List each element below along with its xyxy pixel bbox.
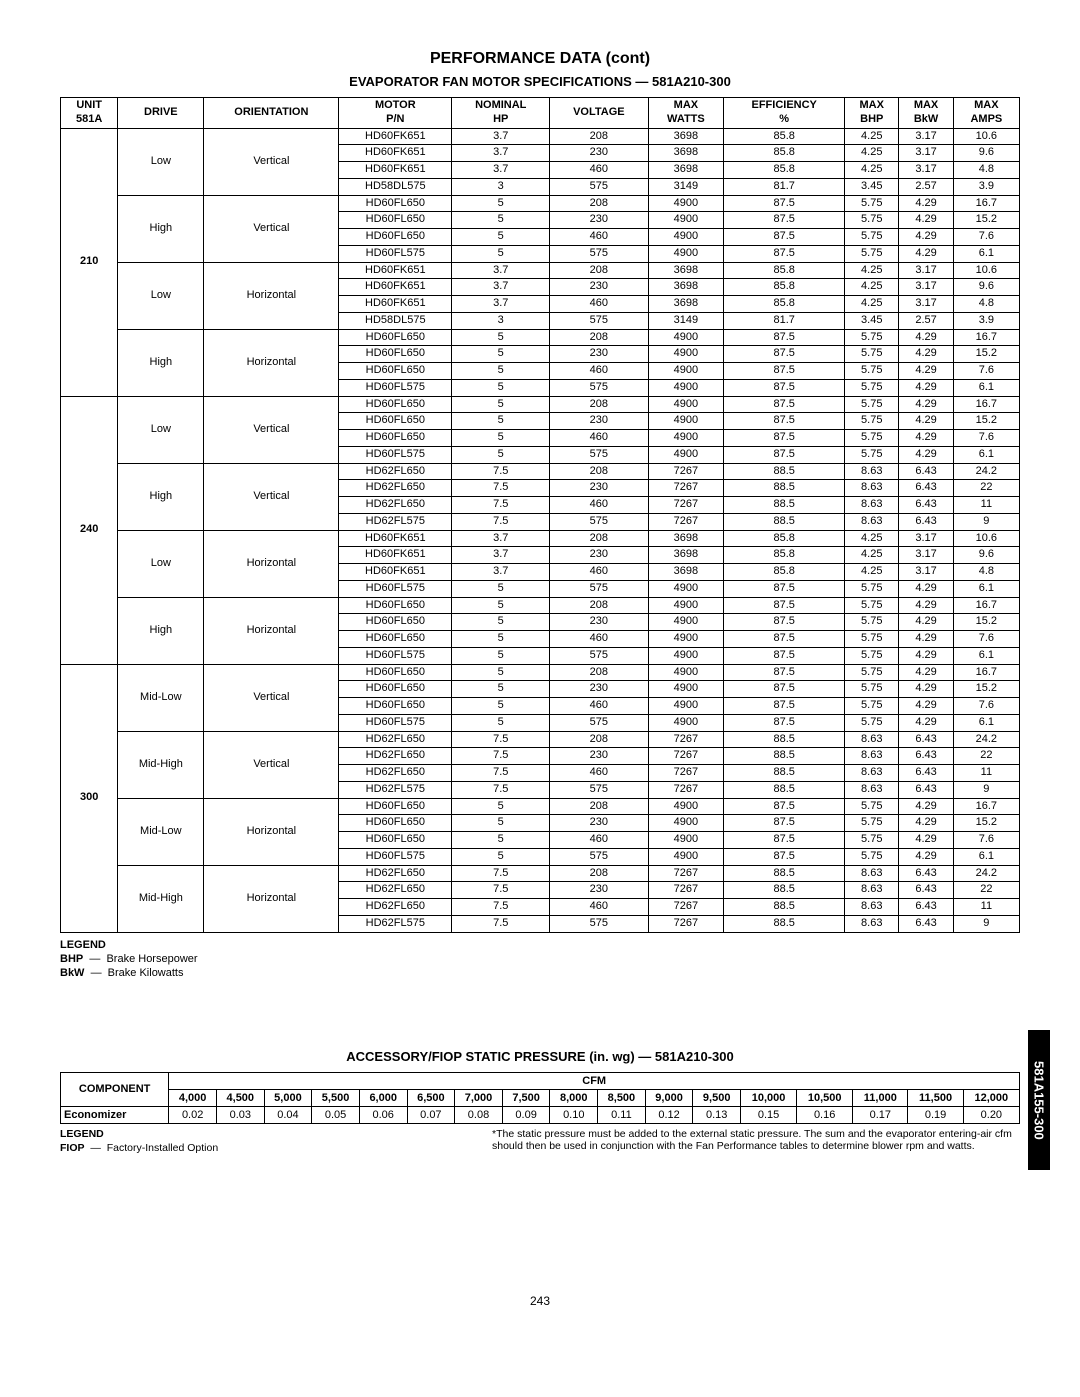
col-bkw: MAXBkW bbox=[899, 98, 953, 129]
legend1: LEGEND BHP — Brake HorsepowerBkW — Brake… bbox=[60, 939, 1020, 979]
motor-spec-table: UNIT581ADRIVEORIENTATIONMOTORP/NNOMINALH… bbox=[60, 97, 1020, 933]
side-tab: 581A155-300 bbox=[1028, 1030, 1050, 1170]
table-row: LowHorizontalHD60FK6513.7208369885.84.25… bbox=[61, 530, 1020, 547]
table-row: 300Mid-LowVerticalHD60FL6505208490087.55… bbox=[61, 664, 1020, 681]
col-eff: EFFICIENCY% bbox=[724, 98, 845, 129]
section2-title: ACCESSORY/FIOP STATIC PRESSURE (in. wg) … bbox=[60, 1049, 1020, 1064]
table-row: HighHorizontalHD60FL6505208490087.55.754… bbox=[61, 597, 1020, 614]
table-row: HighHorizontalHD60FL6505208490087.55.754… bbox=[61, 329, 1020, 346]
table-row: Mid-HighHorizontalHD62FL6507.5208726788.… bbox=[61, 865, 1020, 882]
table-row: Mid-LowHorizontalHD60FL6505208490087.55.… bbox=[61, 798, 1020, 815]
col-amps: MAXAMPS bbox=[953, 98, 1019, 129]
table-row: Economizer0.020.030.040.050.060.070.080.… bbox=[61, 1106, 1020, 1123]
table-row: HighVerticalHD60FL6505208490087.55.754.2… bbox=[61, 195, 1020, 212]
pressure-table: COMPONENTCFM4,0004,5005,0005,5006,0006,5… bbox=[60, 1072, 1020, 1124]
table-row: 210LowVerticalHD60FK6513.7208369885.84.2… bbox=[61, 128, 1020, 145]
col-drive: DRIVE bbox=[118, 98, 204, 129]
col-unit: UNIT581A bbox=[61, 98, 118, 129]
page-title: PERFORMANCE DATA (cont) bbox=[60, 50, 1020, 68]
section1-title: EVAPORATOR FAN MOTOR SPECIFICATIONS — 58… bbox=[60, 74, 1020, 89]
page-number: 243 bbox=[60, 1294, 1020, 1308]
table-row: HighVerticalHD62FL6507.5208726788.58.636… bbox=[61, 463, 1020, 480]
col-motor: MOTORP/N bbox=[339, 98, 452, 129]
table-row: LowHorizontalHD60FK6513.7208369885.84.25… bbox=[61, 262, 1020, 279]
table-row: Mid-HighVerticalHD62FL6507.5208726788.58… bbox=[61, 731, 1020, 748]
legend2: LEGEND FIOP — Factory-Installed Option *… bbox=[60, 1128, 1020, 1154]
col-voltage: VOLTAGE bbox=[550, 98, 648, 129]
col-bhp: MAXBHP bbox=[845, 98, 899, 129]
col-orientation: ORIENTATION bbox=[204, 98, 339, 129]
col-watts: MAXWATTS bbox=[648, 98, 724, 129]
table-row: 240LowVerticalHD60FL6505208490087.55.754… bbox=[61, 396, 1020, 413]
col-nominal: NOMINALHP bbox=[452, 98, 550, 129]
